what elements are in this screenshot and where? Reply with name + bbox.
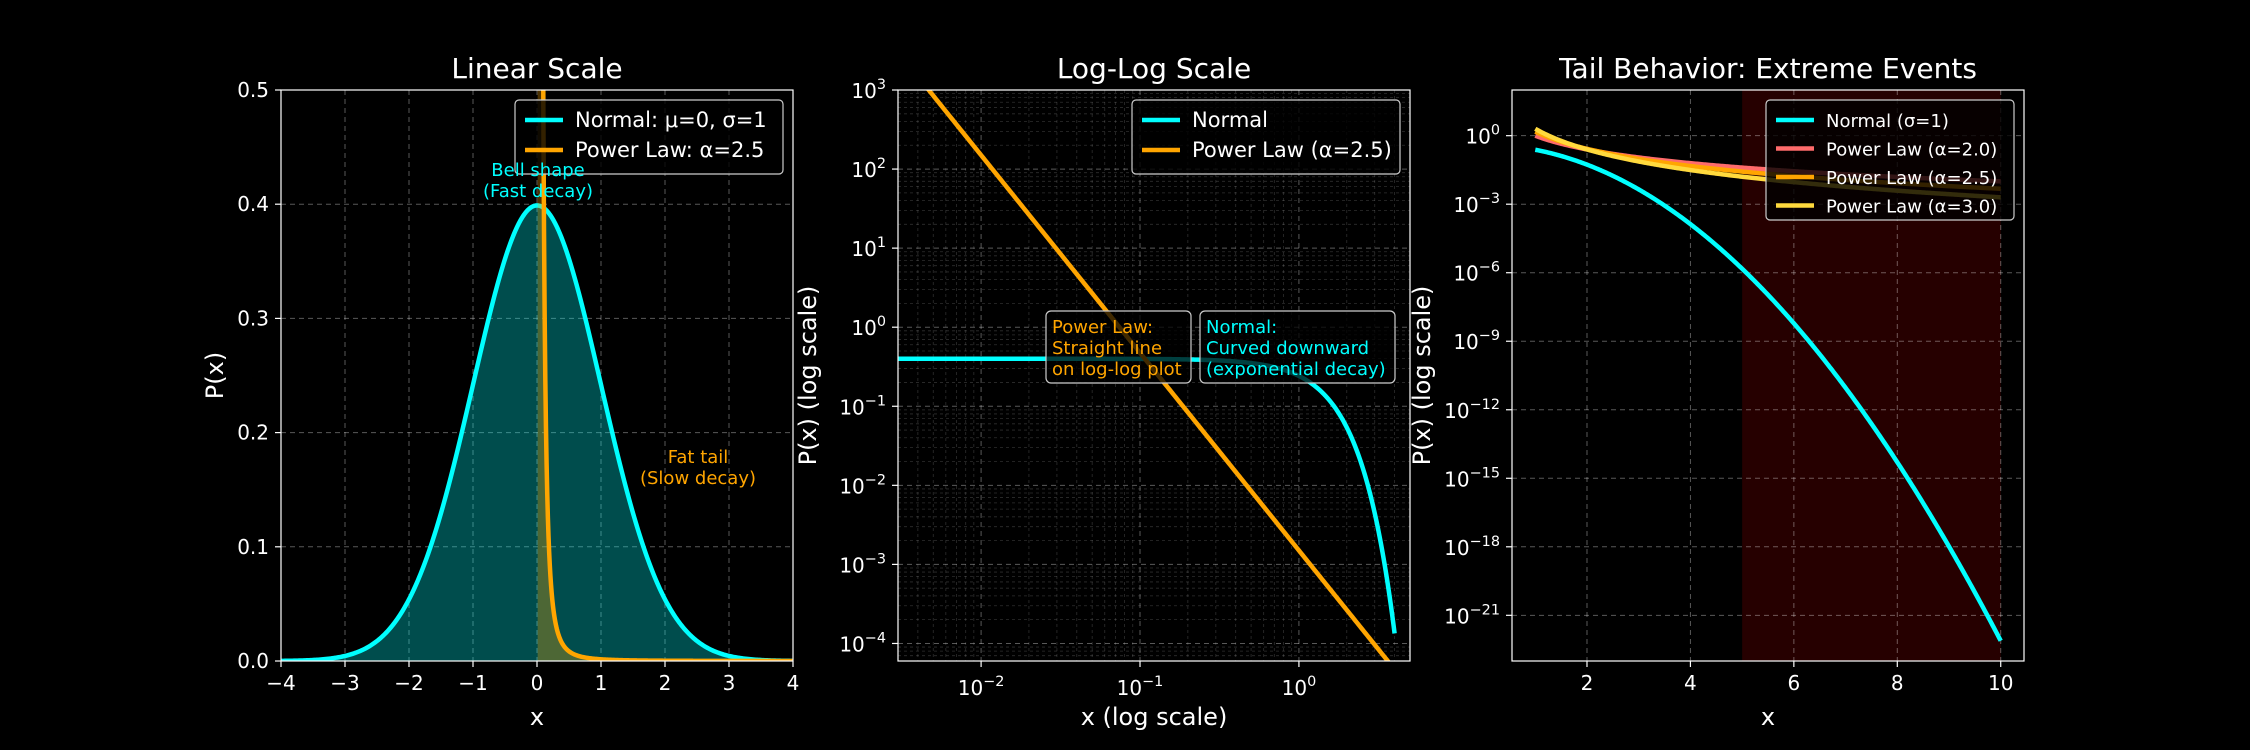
x-tick-label: −1 bbox=[458, 671, 487, 695]
legend-box bbox=[514, 99, 784, 175]
y-tick-label: 10−3 bbox=[1453, 191, 1500, 217]
x-tick-label: 10 bbox=[1988, 671, 2013, 695]
x-tick-label: 10−1 bbox=[1117, 674, 1164, 700]
x-tick-label: −2 bbox=[394, 671, 423, 695]
legend-label-2: Power Law (α=2.0) bbox=[1826, 140, 1997, 161]
legend-label-4: Power Law (α=3.0) bbox=[1826, 197, 1997, 218]
y-tick-label: 0.3 bbox=[237, 306, 269, 330]
annotation-line: Curved downward bbox=[1206, 338, 1369, 359]
annotation-2: Fat tail(Slow decay) bbox=[640, 447, 756, 489]
annotation-line: Power Law: bbox=[1052, 317, 1153, 338]
annotation-1: Bell shape(Fast decay) bbox=[483, 160, 593, 202]
chart-title: Tail Behavior: Extreme Events bbox=[1558, 52, 1977, 85]
chart-3: 2 4 6 8 10 10−21 10−18 10−15 10−12 10−9 10−6 10−3 10… bbox=[1408, 52, 2025, 731]
legend: Normal Power Law (α=2.5) bbox=[1131, 99, 1401, 175]
x-tick-label: 1 bbox=[595, 671, 608, 695]
axes-frame bbox=[897, 89, 1411, 662]
y-tick-label: 10−9 bbox=[1453, 328, 1500, 354]
x-tick-label: 0 bbox=[531, 671, 544, 695]
annotation-box bbox=[1045, 310, 1192, 384]
series-line-1 bbox=[898, 356, 1397, 634]
ticks: 2 4 6 8 10 10−21 10−18 10−15 10−12 10−9 10−6 10−3 10… bbox=[1444, 123, 2013, 695]
y-tick-label: 103 bbox=[851, 77, 886, 103]
y-tick-label: 101 bbox=[851, 235, 886, 261]
series-fill-1 bbox=[281, 205, 793, 661]
y-tick-label: 0.5 bbox=[237, 78, 269, 102]
x-tick-label: 2 bbox=[659, 671, 672, 695]
chart-1: −4 −3 −2 −1 0 1 2 3 4 0.0 0.1 0.2 0.3 0.4 0.5 Linear Sc… bbox=[201, 52, 799, 731]
x-axis-label: x bbox=[1761, 703, 1775, 731]
y-tick-label: 102 bbox=[851, 156, 886, 182]
annotation-line: (exponential decay) bbox=[1206, 359, 1386, 380]
y-tick-label: 10−15 bbox=[1444, 465, 1500, 491]
legend-label-1: Normal bbox=[1192, 108, 1268, 132]
legend-box bbox=[1131, 99, 1401, 175]
x-tick-label: 2 bbox=[1581, 671, 1594, 695]
x-tick-label: 8 bbox=[1891, 671, 1904, 695]
legend: Normal: μ=0, σ=1 Power Law: α=2.5 bbox=[514, 99, 784, 175]
legend: Normal (σ=1) Power Law (α=2.0) Power Law (… bbox=[1765, 99, 2015, 221]
legend-label-2: Power Law: α=2.5 bbox=[575, 138, 764, 162]
chart-title: Log-Log Scale bbox=[1057, 52, 1251, 85]
x-tick-label: 6 bbox=[1787, 671, 1800, 695]
ticks: −4 −3 −2 −1 0 1 2 3 4 0.0 0.1 0.2 0.3 0.4 0.5 bbox=[237, 78, 799, 695]
y-tick-label: 10−6 bbox=[1453, 260, 1500, 286]
y-tick-label: 0.1 bbox=[237, 535, 269, 559]
y-axis-label: P(x) (log scale) bbox=[794, 286, 822, 466]
annotation-line: on log-log plot bbox=[1052, 359, 1182, 380]
annotation-2: Normal:Curved downward(exponential decay… bbox=[1199, 310, 1396, 384]
legend-label-1: Normal: μ=0, σ=1 bbox=[575, 108, 767, 132]
y-tick-label: 0.2 bbox=[237, 421, 269, 445]
annotation-box bbox=[1199, 310, 1396, 384]
x-tick-label: 10−2 bbox=[958, 674, 1005, 700]
y-tick-label: 10−21 bbox=[1444, 602, 1500, 628]
x-tick-label: −3 bbox=[330, 671, 359, 695]
axes-frame bbox=[1511, 89, 2025, 662]
x-tick-label: −4 bbox=[266, 671, 295, 695]
legend-label-1: Normal (σ=1) bbox=[1826, 111, 1949, 132]
y-tick-label: 10−3 bbox=[839, 551, 886, 577]
annotation-line: (Slow decay) bbox=[640, 468, 756, 489]
y-tick-label: 10−12 bbox=[1444, 397, 1500, 423]
chart-title: Linear Scale bbox=[451, 52, 622, 85]
grid bbox=[1512, 90, 2024, 661]
legend-label-2: Power Law (α=2.5) bbox=[1192, 138, 1392, 162]
annotation-line: (Fast decay) bbox=[483, 181, 593, 202]
y-tick-label: 100 bbox=[851, 314, 886, 340]
series-line-1 bbox=[281, 203, 793, 661]
x-tick-label: 4 bbox=[787, 671, 800, 695]
series-line-1 bbox=[1534, 147, 2003, 642]
x-tick-label: 3 bbox=[723, 671, 736, 695]
legend-box bbox=[1765, 99, 2015, 221]
y-tick-label: 10−2 bbox=[839, 472, 886, 498]
y-tick-label: 100 bbox=[1465, 123, 1500, 149]
y-axis-label: P(x) bbox=[201, 352, 229, 399]
y-tick-label: 10−1 bbox=[839, 393, 886, 419]
legend-label-3: Power Law (α=2.5) bbox=[1826, 168, 1997, 189]
x-tick-label: 4 bbox=[1684, 671, 1697, 695]
x-axis-label: x (log scale) bbox=[1081, 703, 1228, 731]
annotation-line: Fat tail bbox=[668, 447, 729, 468]
y-tick-label: 0.0 bbox=[237, 649, 269, 673]
y-tick-label: 10−18 bbox=[1444, 534, 1500, 560]
x-axis-label: x bbox=[530, 703, 544, 731]
x-tick-label: 100 bbox=[1282, 674, 1317, 700]
annotation-line: Normal: bbox=[1206, 317, 1277, 338]
y-tick-label: 10−4 bbox=[839, 630, 886, 656]
annotation-line: Straight line bbox=[1052, 338, 1162, 359]
annotation-line: Bell shape bbox=[491, 160, 584, 181]
y-axis-label: P(x) (log scale) bbox=[1408, 286, 1436, 466]
chart-2: 10−2 10−1 100 10−4 10−3 10−2 10−1 100 101 102 103 L… bbox=[794, 52, 1411, 731]
y-tick-label: 0.4 bbox=[237, 192, 269, 216]
ticks: 10−2 10−1 100 10−4 10−3 10−2 10−1 100 101 102 103 bbox=[839, 77, 1316, 700]
